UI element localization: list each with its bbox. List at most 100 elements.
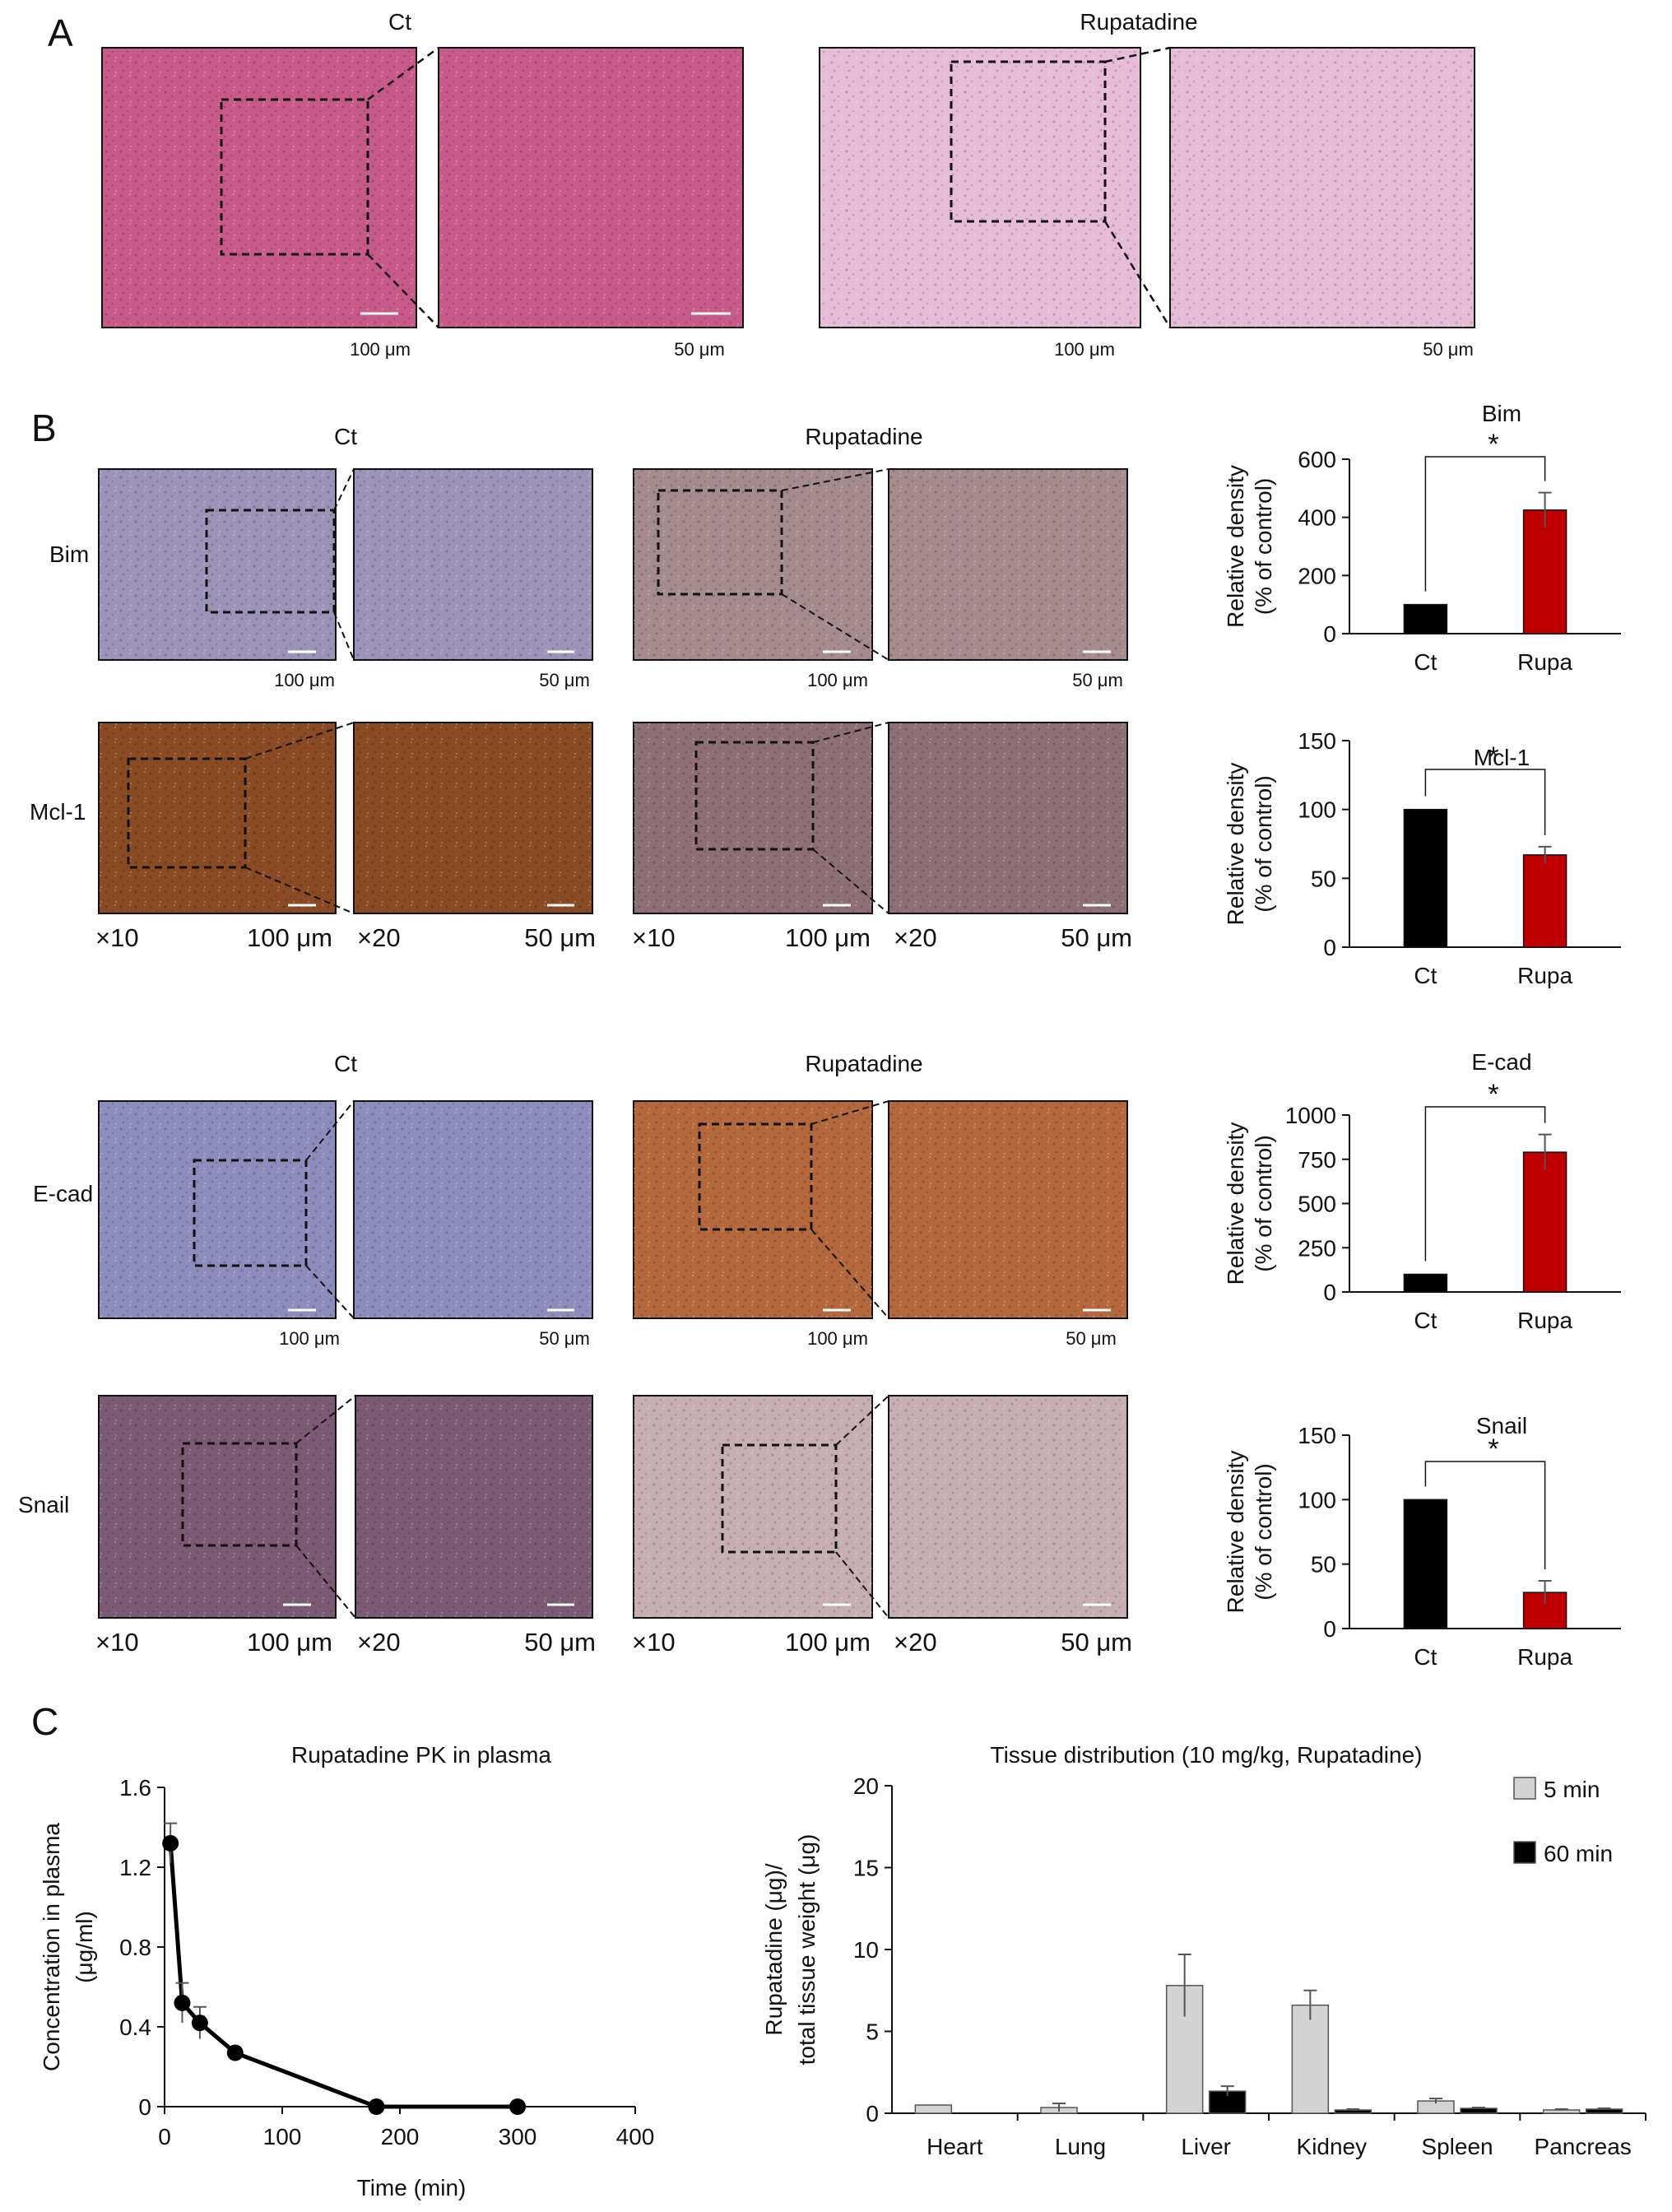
mag-label-mcl1-ct-x20: ×20	[357, 923, 401, 952]
ecad-y-axis-title: Relative density	[1223, 1122, 1248, 1285]
mag-label-mcl1-ct-x10: ×10	[95, 923, 139, 952]
row-label-ecad: E-cad	[33, 1181, 93, 1206]
scale-label-a-ct-100: 100 μm	[350, 339, 411, 360]
mcl1-x-tick-label: Ct	[1414, 963, 1437, 988]
mcl1-bar-rupa	[1522, 854, 1568, 948]
tissue-bar-heart-5min	[914, 2104, 953, 2114]
tissue-y-axis-subtitle: total tissue weight (μg)	[794, 1834, 820, 2066]
pk-x-tick-label: 200	[381, 2124, 420, 2149]
scale-label-ecad-ct-100: 100 μm	[279, 1328, 340, 1349]
column-header-rupatadine: Rupatadine	[1080, 9, 1197, 35]
pk-x-tick-label: 300	[499, 2124, 537, 2149]
mcl1-x-tick-label: Rupa	[1517, 963, 1572, 988]
tissue-x-tick-label: Spleen	[1421, 2134, 1493, 2159]
scale-label-snail-ct-100: 100 μm	[247, 1628, 332, 1657]
bim-y-axis-title: Relative density	[1223, 465, 1248, 628]
tissue-x-tick-label: Lung	[1055, 2134, 1106, 2159]
ecad-y-tick-label: 0	[1323, 1280, 1336, 1305]
mcl1-density-chart: Mcl-1 0 50 100 150 Ct Rupa * Relative density (% …	[1223, 728, 1621, 988]
snail-density-chart: Snail 0 50 100 150 Ct Rupa * Relative density (% …	[1223, 1413, 1621, 1670]
mcl1-significance-bracket	[1424, 769, 1546, 835]
snail-rupa-10x-image	[633, 1395, 873, 1619]
pk-chart-title: Rupatadine PK in plasma	[291, 1742, 551, 1768]
pk-data-point	[174, 1994, 191, 2011]
scale-label-mcl1-rupa-100: 100 μm	[785, 923, 871, 952]
tissue-x-tick-label: Liver	[1181, 2134, 1231, 2159]
ecad-y-tick-label: 500	[1298, 1192, 1336, 1217]
scale-label-ecad-rupa-50: 50 μm	[1066, 1328, 1117, 1349]
mcl1-rupa-10x-image	[633, 722, 873, 914]
bim-rupa-10x-image	[633, 468, 873, 661]
ecad-y-tick-label: 1000	[1285, 1103, 1336, 1128]
snail-significance-star: *	[1488, 1434, 1498, 1465]
snail-y-axis-title: Relative density	[1223, 1451, 1248, 1614]
bim-ct-10x-image	[98, 468, 337, 661]
mcl1-significance-star: *	[1488, 741, 1498, 773]
ecad-ct-10x-image	[98, 1100, 337, 1319]
mcl1-y-tick-label: 100	[1298, 797, 1336, 823]
column-header-b2-ct: Ct	[334, 1051, 357, 1076]
pk-x-tick-label: 0	[158, 2124, 171, 2149]
ecad-bar-rupa	[1522, 1151, 1568, 1293]
mcl1-ct-10x-image	[98, 722, 337, 914]
scale-label-a-ct-50: 50 μm	[674, 339, 725, 360]
snail-y-tick-label: 100	[1298, 1487, 1336, 1513]
he-rupa-20x-image	[1169, 47, 1475, 328]
bim-y-tick-label: 200	[1298, 563, 1336, 588]
mag-label-snail-rupa-x20: ×20	[894, 1628, 937, 1657]
column-header-b-ct: Ct	[334, 424, 357, 449]
mcl1-y-tick-label: 150	[1298, 728, 1336, 754]
row-label-bim: Bim	[49, 541, 89, 567]
mcl1-y-tick-label: 0	[1323, 935, 1336, 960]
snail-y-axis-subtitle: (% of control)	[1251, 1463, 1276, 1601]
mag-label-snail-ct-x10: ×10	[95, 1628, 139, 1657]
bim-bar-ct	[1403, 603, 1448, 634]
scale-label-snail-rupa-50: 50 μm	[1061, 1628, 1132, 1657]
scale-label-mcl1-ct-100: 100 μm	[247, 923, 332, 952]
scale-label-bim-rupa-100: 100 μm	[807, 670, 868, 690]
tissue-chart-title: Tissue distribution (10 mg/kg, Rupatadin…	[991, 1742, 1423, 1768]
scale-label-a-rupa-100: 100 μm	[1054, 339, 1115, 360]
bim-rupa-20x-image	[888, 468, 1128, 661]
mcl1-rupa-20x-image	[888, 722, 1128, 914]
snail-x-tick-label: Ct	[1414, 1644, 1437, 1670]
bim-x-tick-label: Ct	[1414, 649, 1437, 675]
tissue-x-tick-label: Kidney	[1297, 2134, 1368, 2159]
row-label-mcl1: Mcl-1	[30, 799, 86, 825]
mcl1-bar-ct	[1403, 808, 1448, 948]
snail-bar-ct	[1403, 1499, 1448, 1629]
ecad-rupa-20x-image	[888, 1100, 1128, 1319]
snail-chart-title: Snail	[1476, 1413, 1527, 1438]
scale-label-ecad-ct-50: 50 μm	[539, 1328, 590, 1349]
mcl1-ct-20x-image	[353, 722, 593, 914]
snail-x-tick-label: Rupa	[1517, 1644, 1572, 1670]
column-header-b-rupatadine: Rupatadine	[805, 424, 922, 449]
pk-data-point	[162, 1834, 179, 1852]
scale-label-snail-rupa-100: 100 μm	[785, 1628, 871, 1657]
pk-data-point	[509, 2098, 526, 2115]
bim-density-chart: Bim 0 200 400 600 Ct Rupa * Relative density (% o…	[1223, 401, 1621, 675]
ecad-ct-20x-image	[353, 1100, 593, 1319]
scale-label-snail-ct-50: 50 μm	[524, 1628, 596, 1657]
pk-x-tick-label: 400	[616, 2124, 655, 2149]
pk-data-point	[191, 2014, 208, 2032]
tissue-y-tick-label: 5	[866, 2019, 879, 2045]
he-rupa-10x-image	[819, 47, 1141, 328]
scale-label-mcl1-rupa-50: 50 μm	[1061, 923, 1132, 952]
pk-x-tick-label: 100	[263, 2124, 302, 2149]
legend-label-60min: 60 min	[1544, 1841, 1613, 1866]
bim-chart-title: Bim	[1482, 401, 1521, 426]
ecad-density-chart: E-cad 0 250 500 750 1000 Ct Rupa * Relative densi…	[1223, 1049, 1621, 1333]
snail-y-tick-label: 150	[1298, 1423, 1336, 1448]
scale-label-bim-ct-50: 50 μm	[539, 670, 590, 690]
bim-bar-rupa	[1522, 509, 1568, 634]
ecad-y-axis-subtitle: (% of control)	[1251, 1135, 1276, 1272]
row-label-snail: Snail	[18, 1492, 69, 1517]
scale-label-bim-rupa-50: 50 μm	[1072, 670, 1123, 690]
tissue-y-tick-label: 20	[853, 1773, 879, 1799]
pk-y-tick-label: 0.8	[119, 1935, 151, 1960]
mag-label-snail-ct-x20: ×20	[357, 1628, 401, 1657]
ecad-x-tick-label: Rupa	[1517, 1308, 1572, 1333]
scale-label-bim-ct-100: 100 μm	[274, 670, 335, 690]
